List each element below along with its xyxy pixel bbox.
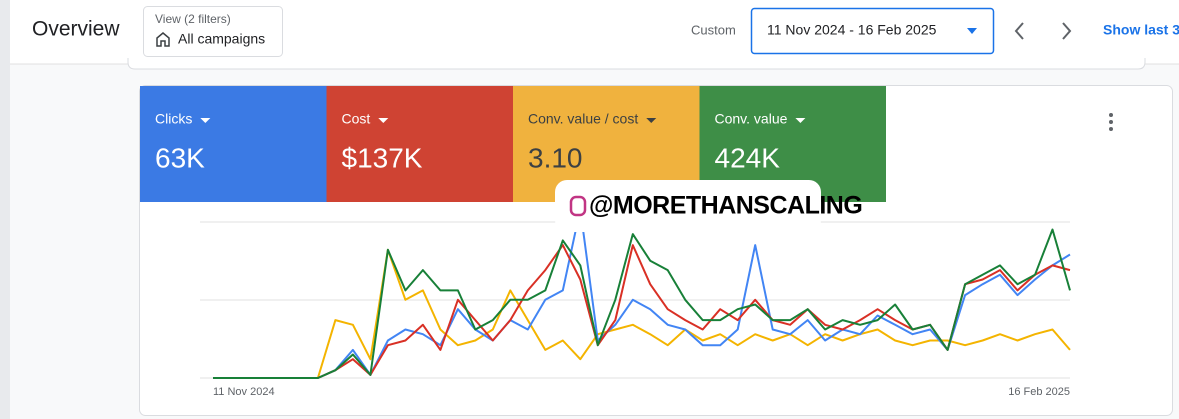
filter-button[interactable]	[143, 6, 283, 57]
metric-total: 424K	[715, 142, 781, 173]
watermark-box	[555, 180, 821, 232]
metric-name: Conv. value / cost	[528, 111, 638, 127]
metric-name: Conv. value	[715, 111, 788, 127]
metric-tile[interactable]	[140, 86, 327, 202]
metric-dropdown	[378, 118, 389, 123]
metric-dropdown	[795, 118, 806, 123]
metric-name: Cost	[342, 111, 371, 127]
menu-dot	[1109, 120, 1113, 124]
watermark: @MORETHANSCALING	[589, 192, 862, 220]
metric-dropdown	[646, 118, 657, 123]
menu-dot	[1109, 127, 1113, 131]
menu-dot	[1109, 113, 1113, 117]
filter-caption: View (2 filters)	[155, 12, 231, 26]
home-icon	[156, 32, 170, 47]
prev-button[interactable]	[1014, 22, 1024, 40]
metric-total: 3.10	[528, 142, 583, 173]
metric-name: Clicks	[155, 111, 192, 127]
next-button[interactable]	[1062, 22, 1072, 40]
date-range: 11 Nov 2024 - 16 Feb 2025	[767, 22, 937, 38]
metric-dropdown	[200, 118, 211, 123]
show-last-link[interactable]: Show last 3	[1103, 22, 1179, 38]
metric-total: $137K	[342, 142, 423, 173]
dropdown-arrow	[967, 28, 977, 34]
previous-card-edge	[127, 58, 1146, 70]
series-line	[213, 208, 1071, 379]
range-type: Custom	[691, 22, 736, 37]
watermark-icon	[569, 195, 587, 217]
series-line	[213, 248, 1071, 379]
metric-tile[interactable]	[326, 86, 514, 202]
series-line	[213, 228, 1071, 379]
metric-total: 63K	[155, 142, 205, 173]
side-strip	[0, 0, 10, 419]
filter-value: All campaigns	[178, 31, 265, 47]
page-title: Overview	[32, 18, 120, 41]
plot: 11 Nov 2024 16 Feb 2025	[213, 208, 1071, 398]
x-tick-label: 11 Nov 2024	[213, 386, 275, 398]
date-dropdown[interactable]	[750, 7, 995, 55]
x-tick-label: 16 Feb 2025	[1008, 386, 1070, 398]
